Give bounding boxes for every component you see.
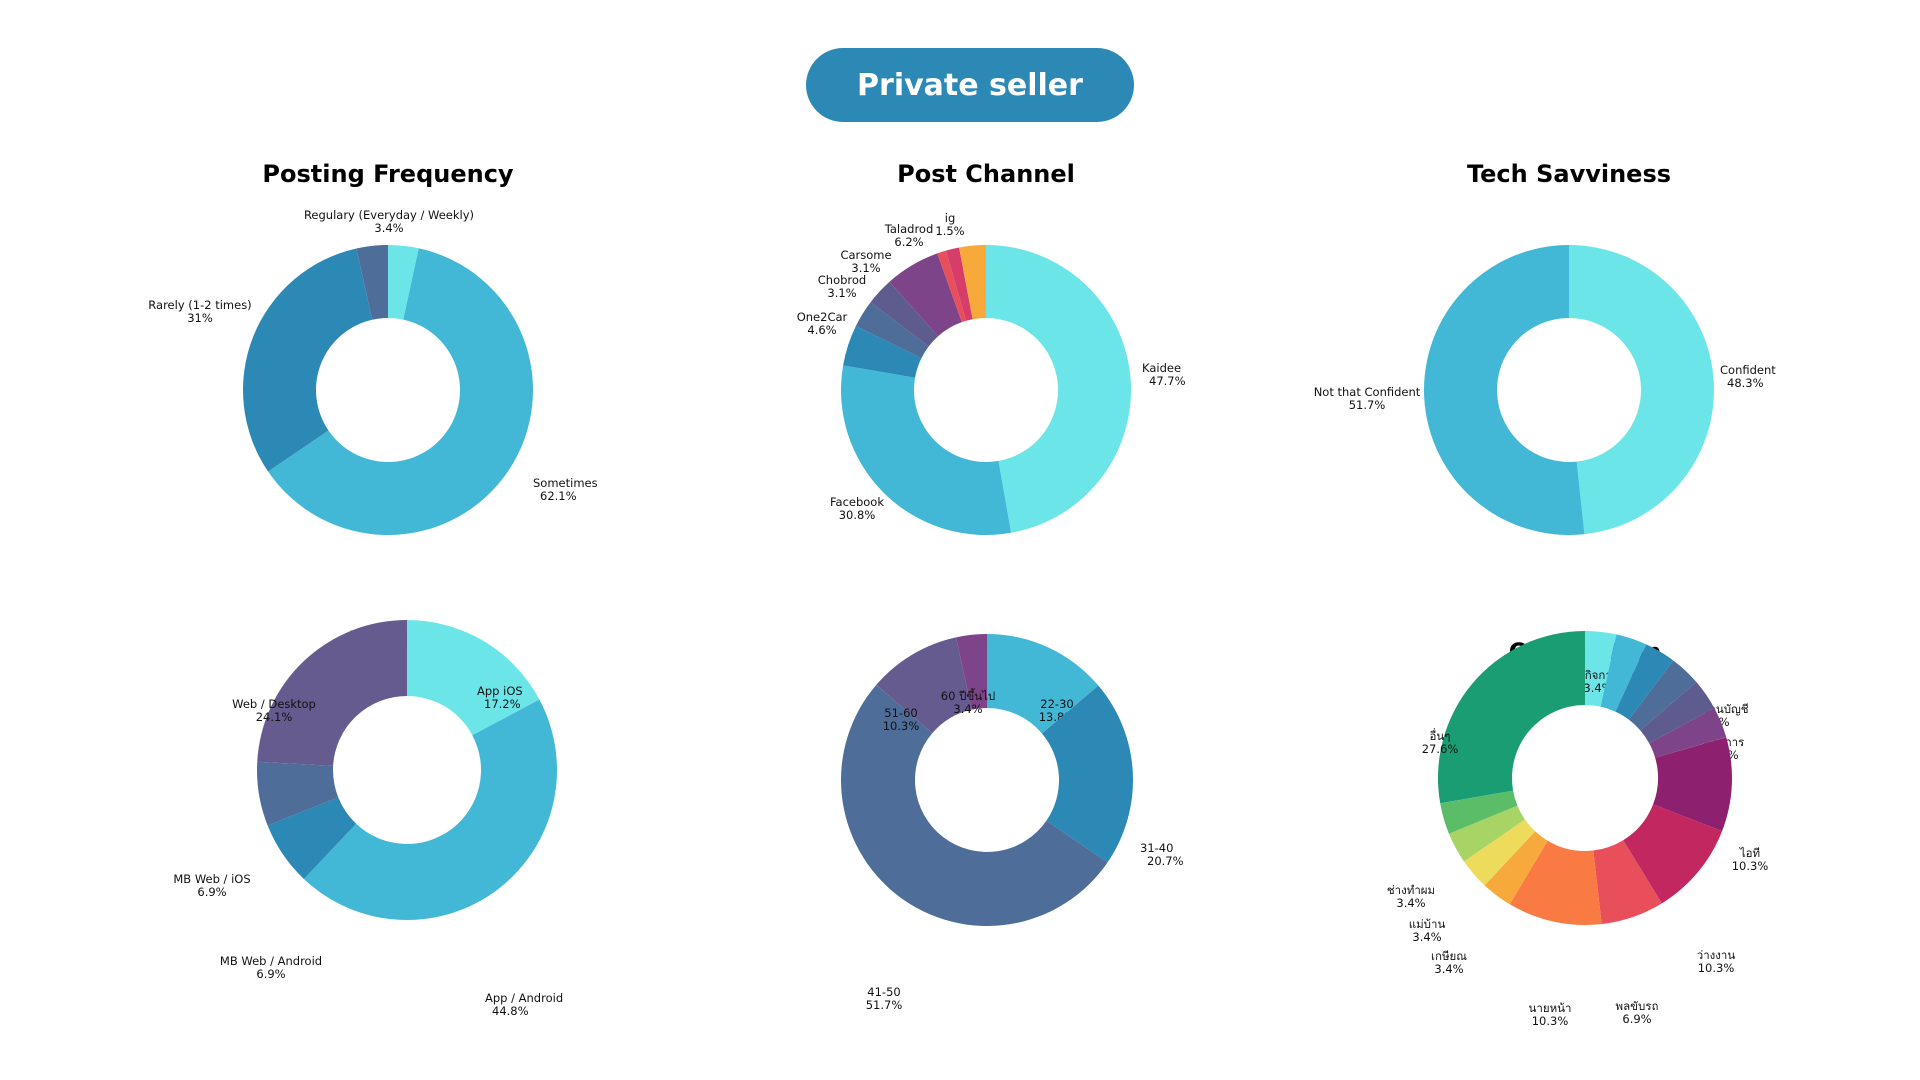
slice-- [1615, 644, 1674, 720]
chart-2: Tech Savviness Confident 48.3% Not that Con… [1314, 160, 1776, 535]
slice-31-40 [1041, 685, 1133, 863]
slice-51-60 [876, 637, 972, 734]
slice-label: Kaidee 47.7% [1142, 361, 1186, 388]
slice-- [1640, 682, 1715, 744]
slice-label: แม่บ้าน 3.4% [1409, 917, 1446, 944]
slice-label: พลขับรถ 6.9% [1616, 999, 1659, 1026]
slice-label: Confident 48.3% [1720, 363, 1776, 390]
slice-unlabeled-6 [937, 250, 967, 323]
header-pill: Private seller [806, 48, 1134, 122]
slice-label: Regulary (Everyday / Weekly) 3.4% [304, 208, 474, 235]
slice-41-50 [841, 684, 1108, 926]
slice-app-android [303, 699, 557, 920]
slice-22-30 [987, 634, 1099, 734]
slice-ig [945, 247, 973, 321]
slice-rarely-1-2-times- [242, 248, 373, 472]
slice-label: Facebook 30.8% [830, 495, 884, 522]
slice-unlabeled-3 [1628, 660, 1697, 731]
slice-- [1437, 631, 1585, 804]
chart-title: Posting Frequency [262, 160, 514, 188]
slice-label: อื่นๆ 27.6% [1422, 728, 1459, 756]
slice-label: App / Android 44.8% [485, 991, 563, 1018]
slice-label: 51-60 10.3% [883, 706, 920, 733]
slice-label: MB Web / iOS 6.9% [173, 872, 250, 899]
slice-label: Web / Desktop 24.1% [232, 697, 316, 724]
chart-5: Occupationเจ้าของกิจการ/ธุรกิจ3.4%พนักงา… [1387, 631, 1768, 1028]
slice-mb-web-ios [257, 761, 339, 826]
slice-label: เกษียณ 3.4% [1431, 949, 1467, 976]
chart-4: Age22-3013.8%31-4020.7%41-5051.7%51-6010… [841, 634, 1184, 1012]
slice-label: ไอที 10.3% [1732, 846, 1769, 873]
slice-60- [956, 634, 987, 710]
slice-unlabeled-8 [959, 245, 986, 320]
slice-sometimes [268, 248, 534, 535]
header-title: Private seller [857, 67, 1083, 103]
slice-label: Sometimes 62.1% [533, 476, 598, 503]
slice-confident [1569, 245, 1714, 535]
slice-one2car [843, 325, 922, 378]
chart-title: Post Channel [897, 160, 1075, 188]
slice-unlabeled-1 [1600, 634, 1647, 712]
slice-label: App iOS 17.2% [477, 684, 523, 711]
slice-app-ios [407, 620, 540, 736]
slice-- [1593, 840, 1662, 925]
slice-label: 41-50 51.7% [866, 985, 903, 1012]
slice-facebook [841, 365, 1012, 535]
chart-0: Posting Frequency Regulary (Everyday / We… [148, 160, 598, 535]
slice-regulary-everyday-weekly- [388, 245, 419, 320]
slice-- [1463, 819, 1536, 886]
slice-label: One2Car 4.6% [797, 310, 848, 337]
slice-label: ig 1.5% [935, 211, 964, 238]
slice-label: ว่างงาน 10.3% [1697, 948, 1736, 975]
slice-unlabeled-3 [356, 245, 388, 320]
slice-web-desktop [257, 620, 407, 766]
slice-label: นายหน้า 10.3% [1529, 1001, 1572, 1028]
slice-label: 60 ปีขึ้นไป 3.4% [941, 688, 995, 716]
slice-- [1653, 737, 1732, 832]
slice-mb-web-android [267, 797, 357, 879]
slice-not-that-confident [1424, 245, 1585, 535]
chart-title: Tech Savviness [1467, 160, 1671, 188]
slice-label: Carsome 3.1% [840, 248, 891, 275]
slice-label: Not that Confident 51.7% [1314, 385, 1421, 412]
slice-- [1509, 840, 1602, 925]
slice-- [1623, 804, 1723, 904]
slice-label: Taladrod 6.2% [884, 222, 934, 249]
slice-- [1585, 631, 1617, 707]
slice-taladrod [889, 253, 962, 337]
slice-label: ช่างทำผม 3.4% [1387, 883, 1435, 910]
slice-- [1484, 831, 1548, 905]
slice-label: Rarely (1-2 times) 31% [148, 298, 251, 325]
slice-carsome [870, 281, 939, 347]
chart-1: Post Channel Kaidee 47.7% Facebook 30.8% One2… [797, 160, 1186, 535]
slice-unlabeled-5 [1649, 708, 1727, 758]
slice-- [1440, 790, 1518, 834]
slice-label: Chobrod 3.1% [818, 273, 866, 300]
slice-unlabeled-12 [1448, 805, 1525, 862]
slice-label: MB Web / Android 6.9% [220, 954, 322, 981]
slice-kaidee [986, 245, 1131, 533]
slice-label: 31-40 20.7% [1140, 841, 1184, 868]
slice-chobrod [855, 302, 929, 359]
